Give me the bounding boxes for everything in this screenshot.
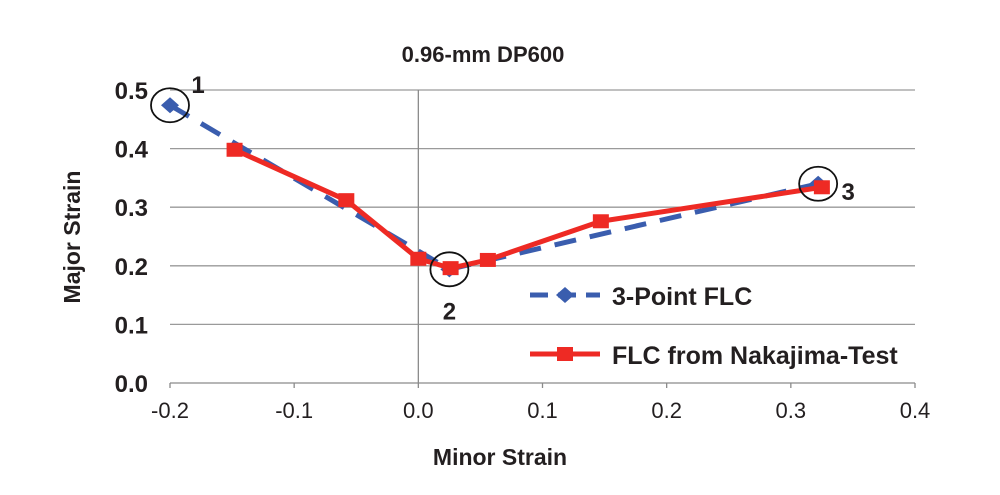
x-tick-label: 0.4: [900, 398, 931, 423]
annotation-circle: [798, 165, 839, 202]
square-marker: [813, 180, 830, 195]
y-tick-label: 0.3: [115, 195, 148, 222]
square-marker: [410, 251, 427, 266]
square-marker: [442, 261, 459, 276]
y-tick-label: 0.2: [115, 254, 148, 281]
x-tick-label: -0.2: [151, 398, 189, 423]
series-line-1: [168, 103, 819, 272]
x-tick-label: -0.1: [275, 398, 313, 423]
y-tick-label: 0.5: [115, 78, 148, 105]
square-marker: [226, 142, 243, 157]
annotation-label: 2: [443, 298, 456, 325]
diamond-marker: [161, 97, 179, 114]
x-tick-label: 0.2: [651, 398, 682, 423]
annotation-circle: [150, 87, 190, 124]
legend-square-marker: [557, 347, 573, 361]
square-marker: [479, 252, 496, 267]
y-tick-label: 0.0: [115, 371, 148, 398]
legend-diamond-marker: [556, 287, 574, 303]
y-axis-label: Major Strain: [59, 171, 85, 304]
annotation-circle: [429, 251, 470, 288]
y-tick-label: 0.4: [115, 137, 149, 164]
x-tick-label: 0.1: [527, 398, 558, 423]
chart-title: 0.96-mm DP600: [402, 42, 565, 67]
annotation-label: 1: [191, 72, 204, 99]
legend-label: FLC from Nakajima-Test: [612, 342, 898, 370]
square-marker: [592, 214, 609, 229]
square-marker: [338, 193, 355, 208]
x-axis-label: Minor Strain: [433, 444, 567, 470]
y-tick-label: 0.1: [115, 312, 148, 339]
legend-label: 3-Point FLC: [612, 283, 752, 311]
x-tick-label: 0.0: [403, 398, 434, 423]
x-tick-label: 0.3: [776, 398, 807, 423]
annotation-label: 3: [841, 179, 854, 206]
